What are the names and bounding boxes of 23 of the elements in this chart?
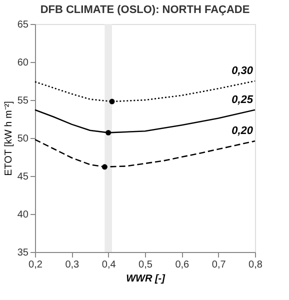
point: [102, 164, 108, 170]
chart-title: DFB CLIMATE (OSLO): NORTH FAÇADE: [40, 4, 250, 16]
series-label: 0,20: [232, 125, 254, 138]
y-tick-label: 55: [17, 96, 29, 106]
series-label: 0,30: [232, 65, 254, 77]
point: [109, 98, 115, 104]
y-tick-label: 60: [17, 58, 29, 68]
x-axis-title: WWR [-]: [126, 274, 166, 284]
y-tick-label: 65: [17, 20, 29, 30]
x-tick-label: 0,7: [212, 260, 226, 270]
series-label: 0,25: [232, 94, 254, 106]
y-tick-label: 45: [17, 172, 29, 182]
y-tick-label: 35: [17, 248, 29, 258]
x-tick-label: 0,3: [65, 260, 80, 270]
x-tick-label: 0,5: [138, 260, 153, 270]
y-axis-title: ETOT [kW h m⁻²]: [3, 100, 14, 176]
point: [106, 130, 112, 136]
x-tick-label: 0,4: [102, 260, 116, 270]
y-tick-label: 50: [17, 134, 29, 144]
x-tick-label: 0,6: [175, 260, 190, 270]
x-tick-label: 0,2: [28, 260, 43, 270]
x-tick-label: 0,8: [248, 260, 263, 270]
y-tick-label: 40: [17, 210, 29, 220]
